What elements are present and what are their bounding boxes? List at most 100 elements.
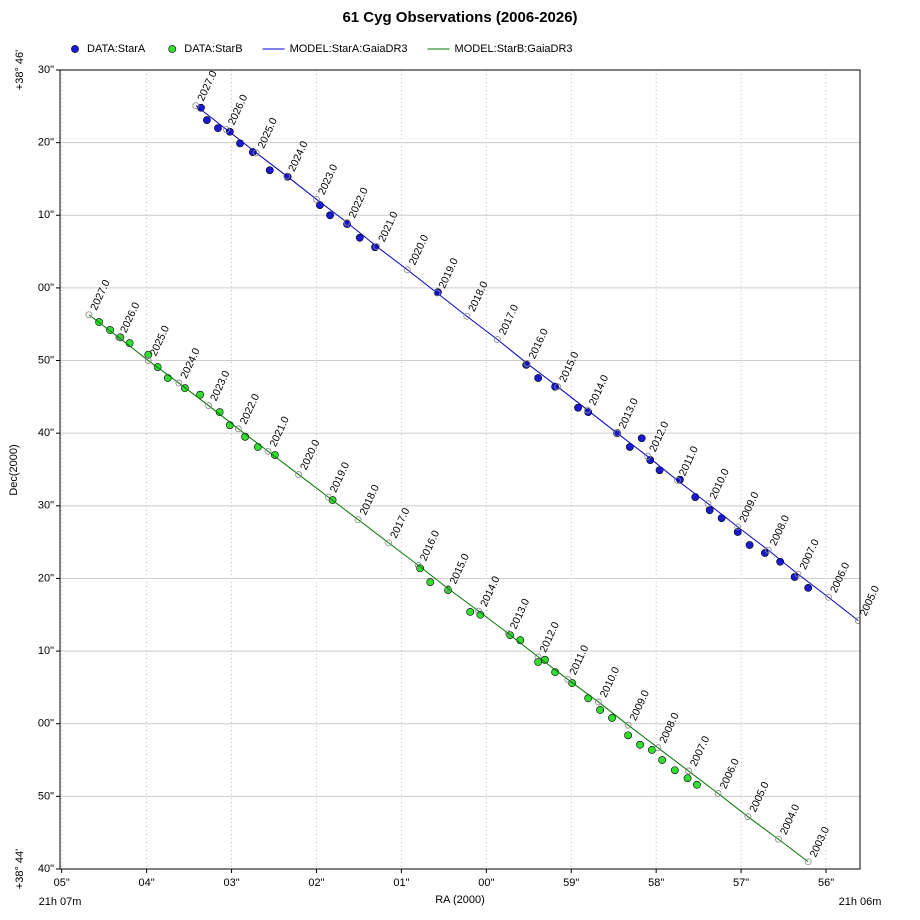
x-tick-label: 59" bbox=[563, 877, 579, 889]
observation bbox=[683, 774, 692, 783]
epoch-marker bbox=[794, 570, 802, 578]
epoch-marker bbox=[534, 653, 542, 661]
x-tick-label: 58" bbox=[648, 877, 664, 889]
annotation: +38° 46' bbox=[14, 50, 26, 90]
annotation: 21h 06m bbox=[839, 896, 882, 908]
observation bbox=[670, 766, 679, 775]
epoch-marker bbox=[324, 493, 332, 501]
observation bbox=[637, 434, 646, 443]
epoch-marker bbox=[583, 406, 591, 414]
epoch-marker bbox=[463, 312, 471, 320]
epoch-marker bbox=[313, 195, 320, 203]
epoch-marker bbox=[744, 813, 752, 821]
chart-title: 61 Cyg Observations (2006-2026) bbox=[342, 9, 577, 26]
observation bbox=[203, 116, 211, 125]
epoch-marker bbox=[264, 447, 272, 455]
epoch-marker bbox=[523, 360, 531, 367]
epoch-marker bbox=[234, 425, 242, 433]
epoch-marker bbox=[734, 523, 742, 531]
observation bbox=[253, 443, 262, 451]
x-tick-label: 05" bbox=[54, 877, 70, 889]
plot-frame bbox=[59, 69, 861, 870]
y-tick-label: 10" bbox=[38, 645, 54, 657]
observation bbox=[196, 390, 205, 399]
observation bbox=[355, 233, 364, 242]
epoch-marker bbox=[444, 585, 452, 593]
epoch-marker bbox=[654, 744, 662, 752]
observation bbox=[646, 456, 655, 464]
y-tick-label: 40" bbox=[38, 863, 54, 875]
y-tick-label: 50" bbox=[38, 354, 54, 366]
observation bbox=[693, 780, 701, 789]
legend-label: DATA:StarB bbox=[184, 43, 242, 55]
observation bbox=[733, 528, 742, 536]
x-axis-label: RA (2000) bbox=[435, 894, 485, 906]
epoch-marker bbox=[704, 500, 712, 508]
y-tick-label: 20" bbox=[38, 137, 54, 149]
y-tick-label: 00" bbox=[38, 718, 54, 730]
annotation: +38° 44' bbox=[14, 849, 26, 889]
model-line bbox=[88, 314, 809, 863]
legend-label: MODEL:StarB:GaiaDR3 bbox=[455, 43, 573, 55]
x-tick-label: 01" bbox=[393, 877, 409, 889]
observation bbox=[551, 382, 560, 391]
epoch-marker bbox=[624, 721, 632, 729]
x-tick-label: 00" bbox=[478, 877, 494, 889]
observation bbox=[745, 541, 754, 549]
x-tick-label: 04" bbox=[139, 877, 155, 889]
y-tick-label: 00" bbox=[38, 282, 54, 294]
observation bbox=[658, 756, 667, 764]
epoch-marker bbox=[554, 383, 562, 391]
epoch-marker bbox=[373, 243, 381, 250]
epoch-marker bbox=[283, 172, 291, 180]
epoch-marker bbox=[644, 453, 652, 460]
observation bbox=[636, 740, 644, 749]
observation bbox=[144, 350, 153, 359]
epoch-marker bbox=[613, 429, 621, 437]
epoch-marker bbox=[674, 476, 681, 484]
y-axis-label: Dec(2000) bbox=[8, 444, 20, 495]
epoch-marker bbox=[192, 102, 200, 109]
x-tick-label: 02" bbox=[308, 877, 324, 889]
epoch-marker bbox=[403, 266, 411, 274]
model-line bbox=[195, 105, 859, 621]
epoch-marker bbox=[714, 790, 722, 797]
epoch-marker bbox=[85, 311, 93, 319]
epoch-marker bbox=[295, 471, 303, 478]
observation bbox=[315, 201, 324, 210]
observation bbox=[596, 706, 605, 714]
observation bbox=[343, 220, 351, 228]
epoch-marker bbox=[775, 835, 782, 843]
epoch-marker bbox=[433, 289, 441, 297]
observation bbox=[776, 557, 785, 566]
observation bbox=[265, 166, 274, 175]
observation bbox=[534, 658, 543, 666]
observation bbox=[214, 124, 222, 133]
epoch-marker bbox=[505, 630, 512, 638]
epoch-marker bbox=[804, 858, 812, 866]
epoch-marker bbox=[595, 698, 602, 706]
y-tick-label: 40" bbox=[38, 427, 54, 439]
x-tick-label: 03" bbox=[223, 877, 239, 889]
observation bbox=[705, 506, 714, 515]
observation bbox=[804, 583, 813, 592]
epoch-marker bbox=[764, 546, 772, 554]
epoch-marker bbox=[205, 402, 213, 409]
epoch-marker bbox=[854, 617, 860, 624]
epoch-marker bbox=[564, 676, 572, 683]
observation bbox=[574, 403, 582, 412]
y-tick-label: 30" bbox=[38, 64, 54, 76]
epoch-marker bbox=[354, 516, 362, 524]
observation bbox=[648, 745, 656, 754]
observation bbox=[215, 408, 224, 417]
observation bbox=[326, 211, 334, 220]
observation bbox=[236, 139, 244, 148]
y-tick-label: 30" bbox=[38, 500, 54, 512]
epoch-marker bbox=[414, 561, 422, 569]
observation bbox=[426, 578, 435, 586]
observation bbox=[444, 586, 453, 594]
epoch-marker bbox=[223, 126, 230, 133]
observation bbox=[608, 714, 616, 722]
